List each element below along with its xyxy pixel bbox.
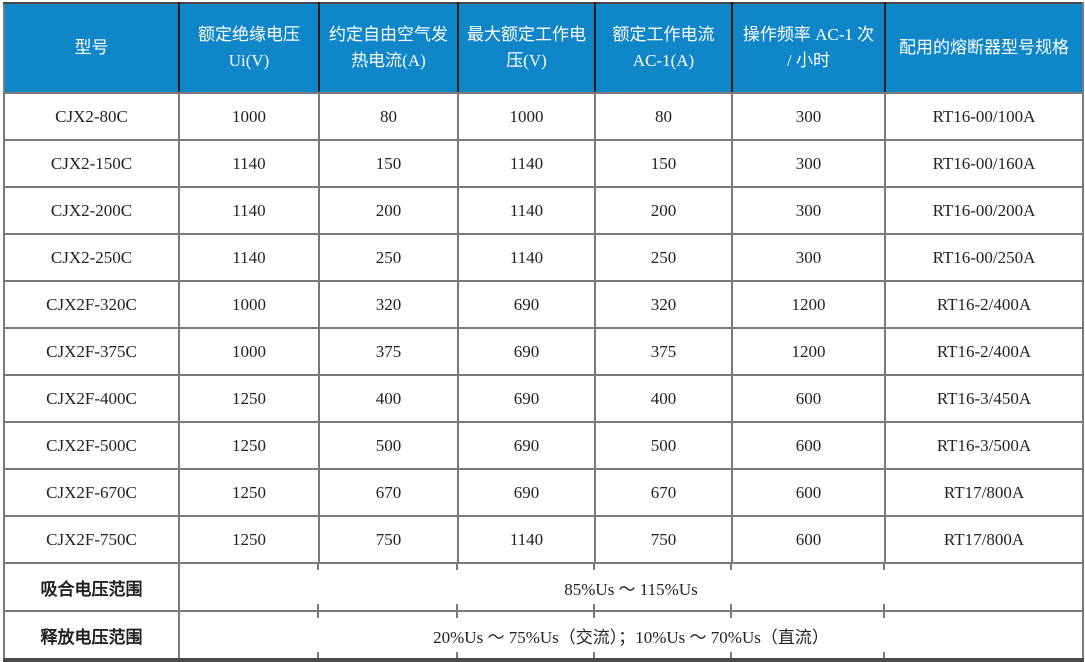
value-cell: 690: [457, 374, 596, 423]
header-cell-1: 型号: [3, 2, 180, 94]
value-cell: 300: [731, 186, 886, 235]
value-cell: RT16-00/200A: [884, 186, 1084, 235]
value-cell: 300: [731, 139, 886, 188]
value-cell: RT16-2/400A: [884, 280, 1084, 329]
value-cell: RT16-3/450A: [884, 374, 1084, 423]
value-cell: 200: [594, 186, 733, 235]
model-cell: CJX2-80C: [3, 92, 180, 141]
value-cell: 500: [318, 421, 459, 470]
value-cell: 1000: [178, 280, 320, 329]
value-cell: 1250: [178, 421, 320, 470]
spec-table-container: 型号 额定绝缘电压 Ui(V) 约定自由空气发热电流(A) 最大额定工作电压(V) 额定…: [3, 2, 1085, 662]
value-cell: 80: [594, 92, 733, 141]
value-cell: RT16-2/400A: [884, 327, 1084, 376]
model-cell: CJX2F-500C: [3, 421, 180, 470]
value-cell: 400: [318, 374, 459, 423]
value-cell: 320: [318, 280, 459, 329]
table-row: CJX2F-500C 1250 500 690 500 600 RT16-3/500A: [3, 421, 1084, 470]
value-cell: 690: [457, 421, 596, 470]
header-cell-5: 额定工作电流 AC-1(A): [594, 2, 733, 94]
value-cell: 1250: [178, 468, 320, 517]
table-row: CJX2F-400C 1250 400 690 400 600 RT16-3/450A: [3, 374, 1084, 423]
table-row: CJX2-200C 1140 200 1140 200 300 RT16-00/200A: [3, 186, 1084, 235]
value-cell: 690: [457, 280, 596, 329]
value-cell: 1000: [178, 92, 320, 141]
footer-row: 释放电压范围 20%Us ～ 75%Us（交流）；10%Us ～ 70%Us（直流…: [3, 610, 1084, 661]
value-cell: 200: [318, 186, 459, 235]
value-cell: 300: [731, 92, 886, 141]
value-cell: RT16-00/100A: [884, 92, 1084, 141]
value-cell: 1200: [731, 327, 886, 376]
model-cell: CJX2-250C: [3, 233, 180, 282]
header-cell-7: 配用的熔断器型号规格: [884, 2, 1084, 94]
value-cell: 500: [594, 421, 733, 470]
value-cell: 690: [457, 327, 596, 376]
header-cell-6: 操作频率 AC-1 次 / 小时: [731, 2, 886, 94]
table-row: CJX2F-750C 1250 750 1140 750 600 RT17/800A: [3, 515, 1084, 564]
model-cell: CJX2-200C: [3, 186, 180, 235]
model-cell: CJX2F-750C: [3, 515, 180, 564]
value-cell: 80: [318, 92, 459, 141]
value-cell: 1140: [457, 515, 596, 564]
value-cell: 375: [594, 327, 733, 376]
header-row: 型号 额定绝缘电压 Ui(V) 约定自由空气发热电流(A) 最大额定工作电压(V) 额定…: [3, 2, 1084, 94]
value-cell: RT16-3/500A: [884, 421, 1084, 470]
footer-row: 吸合电压范围 85%Us ～ 115%Us: [3, 562, 1084, 612]
value-cell: 1140: [457, 139, 596, 188]
spec-table-body: CJX2-80C 1000 80 1000 80 300 RT16-00/100A CJX2-…: [3, 92, 1084, 564]
value-cell: 670: [318, 468, 459, 517]
header-cell-3: 约定自由空气发热电流(A): [318, 2, 459, 94]
header-cell-2: 额定绝缘电压 Ui(V): [178, 2, 320, 94]
model-cell: CJX2F-400C: [3, 374, 180, 423]
model-cell: CJX2F-375C: [3, 327, 180, 376]
value-cell: 375: [318, 327, 459, 376]
table-row: CJX2F-375C 1000 375 690 375 1200 RT16-2/400A: [3, 327, 1084, 376]
table-row: CJX2-80C 1000 80 1000 80 300 RT16-00/100A: [3, 92, 1084, 141]
value-cell: 300: [731, 233, 886, 282]
contactor-spec-table: 型号 额定绝缘电压 Ui(V) 约定自由空气发热电流(A) 最大额定工作电压(V) 额定…: [3, 2, 1084, 662]
value-cell: RT16-00/160A: [884, 139, 1084, 188]
value-cell: 250: [318, 233, 459, 282]
value-cell: RT17/800A: [884, 468, 1084, 517]
value-cell: 150: [318, 139, 459, 188]
value-cell: 1000: [457, 92, 596, 141]
value-cell: 600: [731, 374, 886, 423]
model-cell: CJX2-150C: [3, 139, 180, 188]
value-cell: 1140: [178, 186, 320, 235]
value-cell: 750: [594, 515, 733, 564]
footer-label: 吸合电压范围: [3, 562, 180, 612]
value-cell: 690: [457, 468, 596, 517]
table-row: CJX2-150C 1140 150 1140 150 300 RT16-00/160A: [3, 139, 1084, 188]
value-cell: 1140: [457, 233, 596, 282]
value-cell: 1250: [178, 515, 320, 564]
value-cell: 670: [594, 468, 733, 517]
model-cell: CJX2F-670C: [3, 468, 180, 517]
header-cell-4: 最大额定工作电压(V): [457, 2, 596, 94]
value-cell: 600: [731, 421, 886, 470]
table-row: CJX2-250C 1140 250 1140 250 300 RT16-00/250A: [3, 233, 1084, 282]
value-cell: 320: [594, 280, 733, 329]
value-cell: 150: [594, 139, 733, 188]
spec-table-header: 型号 额定绝缘电压 Ui(V) 约定自由空气发热电流(A) 最大额定工作电压(V) 额定…: [3, 2, 1084, 94]
value-cell: 250: [594, 233, 733, 282]
footer-value: 85%Us ～ 115%Us: [178, 562, 1084, 612]
value-cell: 1140: [178, 139, 320, 188]
value-cell: 400: [594, 374, 733, 423]
value-cell: 1000: [178, 327, 320, 376]
footer-value: 20%Us ～ 75%Us（交流）；10%Us ～ 70%Us（直流）: [178, 610, 1084, 661]
value-cell: 750: [318, 515, 459, 564]
value-cell: 1140: [457, 186, 596, 235]
value-cell: 600: [731, 468, 886, 517]
table-row: CJX2F-670C 1250 670 690 670 600 RT17/800A: [3, 468, 1084, 517]
value-cell: 1250: [178, 374, 320, 423]
model-cell: CJX2F-320C: [3, 280, 180, 329]
value-cell: RT16-00/250A: [884, 233, 1084, 282]
value-cell: 600: [731, 515, 886, 564]
value-cell: 1200: [731, 280, 886, 329]
table-row: CJX2F-320C 1000 320 690 320 1200 RT16-2/400A: [3, 280, 1084, 329]
value-cell: 1140: [178, 233, 320, 282]
value-cell: RT17/800A: [884, 515, 1084, 564]
footer-label: 释放电压范围: [3, 610, 180, 661]
